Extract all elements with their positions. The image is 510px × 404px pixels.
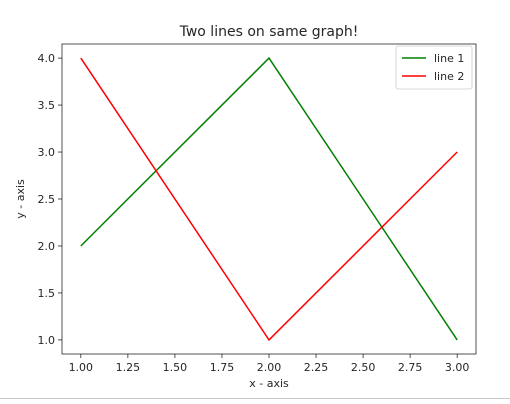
legend: line 1 line 2 — [395, 45, 473, 90]
x-tick-label: 1.00 — [69, 361, 94, 374]
y-tick-label: 2.5 — [38, 193, 56, 206]
legend-box — [395, 45, 473, 90]
x-tick-label: 3.00 — [445, 361, 470, 374]
chart-title: Two lines on same graph! — [179, 24, 359, 40]
series-line-2 — [80, 57, 458, 342]
x-axis-label: x - axis — [249, 377, 289, 390]
legend-label: line 2 — [434, 70, 464, 83]
y-tick-label: 4.0 — [38, 52, 56, 65]
x-tick-label: 1.50 — [163, 361, 188, 374]
y-tick-label: 1.0 — [38, 334, 56, 347]
series-line-1 — [80, 56, 458, 341]
y-tick-label: 2.0 — [38, 240, 56, 253]
divider — [0, 398, 510, 399]
plot-area — [61, 43, 477, 355]
x-axis: 1.00 1.25 1.50 1.75 2.00 2.25 2.50 2.75 3.00 — [69, 354, 470, 374]
y-tick-label: 3.0 — [38, 146, 56, 159]
y-axis: 1.0 1.5 2.0 2.5 3.0 3.5 4.0 — [38, 52, 62, 347]
series-layer — [80, 56, 458, 342]
x-tick-label: 2.25 — [304, 361, 329, 374]
y-axis-label: y - axis — [14, 179, 27, 219]
y-tick-label: 3.5 — [38, 99, 56, 112]
x-tick-label: 2.50 — [351, 361, 376, 374]
x-tick-label: 2.00 — [257, 361, 282, 374]
legend-label: line 1 — [434, 52, 464, 65]
y-tick-label: 1.5 — [38, 287, 56, 300]
x-tick-label: 1.25 — [116, 361, 141, 374]
x-tick-label: 2.75 — [398, 361, 423, 374]
x-tick-label: 1.75 — [210, 361, 235, 374]
